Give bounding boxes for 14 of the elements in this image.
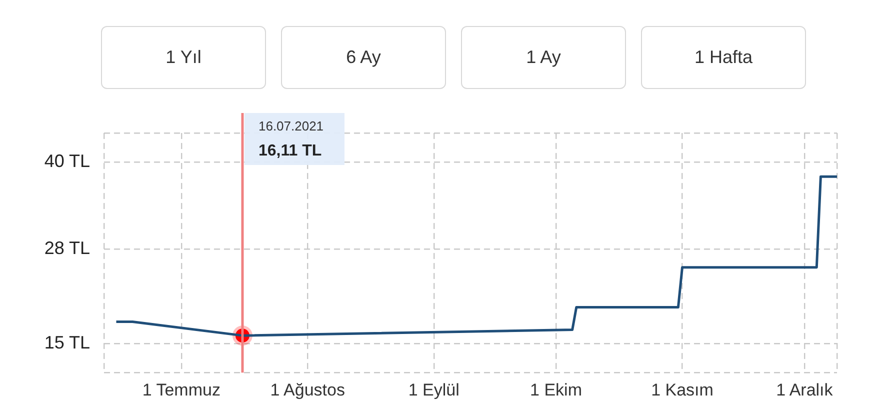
text: 1 Yıl <box>101 26 266 89</box>
y-tick-label: 15 TL <box>44 332 90 353</box>
text: 1 Hafta <box>641 26 806 89</box>
x-tick-label: 1 Eylül <box>408 380 460 400</box>
x-tick-label: 1 Aralık <box>776 380 834 400</box>
annotation: 16.07.2021 16,11 TL <box>258 118 324 160</box>
x-tick-label: 1 Ekim <box>530 380 582 400</box>
x-tick-label: 1 Temmuz <box>142 380 220 400</box>
y-tick-label: 28 TL <box>44 238 90 258</box>
x-tick-label: 1 Ağustos <box>270 380 345 400</box>
text: 6 Ay <box>281 26 446 89</box>
x-tick-label: 1 Kasım <box>651 380 714 400</box>
text: 1 Ay <box>461 26 626 89</box>
y-tick-label: 40 TL <box>44 151 90 172</box>
